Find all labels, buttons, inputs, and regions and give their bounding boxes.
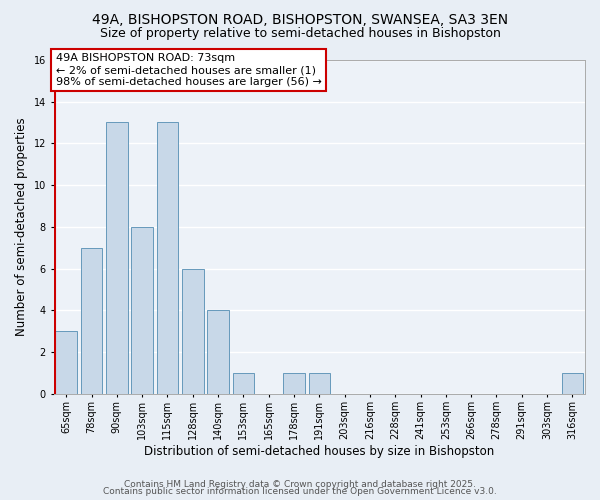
X-axis label: Distribution of semi-detached houses by size in Bishopston: Distribution of semi-detached houses by … xyxy=(144,444,494,458)
Bar xyxy=(106,122,128,394)
Bar xyxy=(182,268,203,394)
Bar xyxy=(562,373,583,394)
Text: 49A BISHOPSTON ROAD: 73sqm
← 2% of semi-detached houses are smaller (1)
98% of s: 49A BISHOPSTON ROAD: 73sqm ← 2% of semi-… xyxy=(56,54,322,86)
Bar xyxy=(157,122,178,394)
Bar xyxy=(131,227,153,394)
Bar xyxy=(81,248,102,394)
Bar xyxy=(55,332,77,394)
Y-axis label: Number of semi-detached properties: Number of semi-detached properties xyxy=(15,118,28,336)
Text: 49A, BISHOPSTON ROAD, BISHOPSTON, SWANSEA, SA3 3EN: 49A, BISHOPSTON ROAD, BISHOPSTON, SWANSE… xyxy=(92,12,508,26)
Bar xyxy=(308,373,330,394)
Bar xyxy=(208,310,229,394)
Text: Size of property relative to semi-detached houses in Bishopston: Size of property relative to semi-detach… xyxy=(100,28,500,40)
Text: Contains HM Land Registry data © Crown copyright and database right 2025.: Contains HM Land Registry data © Crown c… xyxy=(124,480,476,489)
Bar xyxy=(283,373,305,394)
Text: Contains public sector information licensed under the Open Government Licence v3: Contains public sector information licen… xyxy=(103,488,497,496)
Bar xyxy=(233,373,254,394)
